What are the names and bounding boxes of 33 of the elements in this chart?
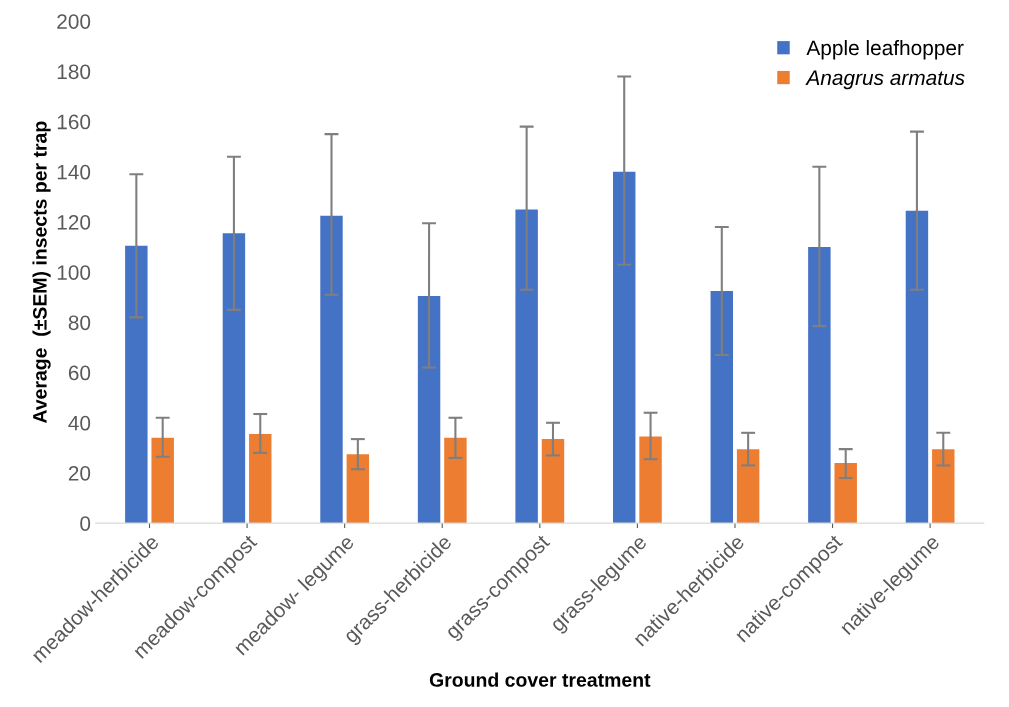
y-tick-label: 120 (57, 215, 91, 230)
legend-label: Anagrus armatus (805, 70, 965, 90)
y-axis-title: Average (±SEM) insects per trap (32, 121, 51, 424)
bar (444, 437, 467, 524)
bar (417, 296, 441, 524)
y-tick-label: 180 (57, 64, 91, 80)
bar (346, 454, 370, 524)
bar (736, 449, 760, 524)
bar (151, 437, 174, 524)
bar (639, 436, 662, 524)
y-tick-label: 60 (68, 365, 91, 381)
bar (834, 462, 857, 524)
bar (932, 449, 955, 524)
bar (541, 439, 565, 524)
y-tick-label: 140 (57, 164, 91, 180)
bar (613, 171, 636, 524)
bar (222, 233, 246, 524)
legend-label: Apple leafhopper (806, 39, 964, 60)
bar (808, 247, 831, 524)
y-tick-label: 40 (68, 415, 91, 431)
y-tick-label: 20 (68, 465, 91, 481)
bar (710, 291, 734, 524)
y-tick-label: 100 (57, 265, 91, 280)
bar (515, 209, 538, 524)
bar (249, 434, 272, 524)
y-tick-label: 80 (68, 315, 91, 331)
y-tick-label: 0 (80, 516, 91, 531)
y-tick-label: 200 (57, 14, 91, 29)
bar (125, 245, 148, 524)
y-tick-label: 160 (57, 114, 91, 130)
bar (320, 215, 343, 524)
bar (905, 210, 929, 524)
x-axis-title: Ground cover treatment (429, 672, 651, 687)
